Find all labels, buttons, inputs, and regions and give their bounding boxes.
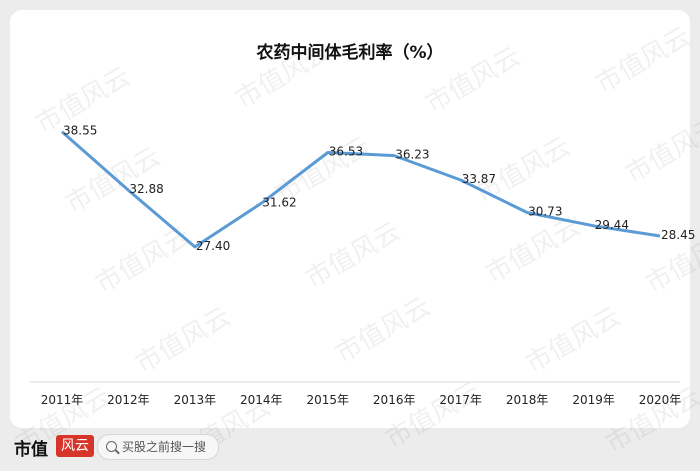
brand-logo-badge: 风云 xyxy=(56,435,94,457)
chart-title: 农药中间体毛利率（%） xyxy=(256,43,444,63)
x-tick-label: 2016年 xyxy=(373,393,416,407)
data-label: 27.40 xyxy=(196,239,230,253)
data-label: 33.87 xyxy=(462,172,496,186)
data-label: 31.62 xyxy=(262,195,296,209)
x-tick-label: 2011年 xyxy=(41,393,84,407)
x-tick-label: 2014年 xyxy=(240,393,283,407)
data-label: 29.44 xyxy=(595,218,629,232)
data-label: 36.23 xyxy=(395,148,429,162)
x-tick-label: 2015年 xyxy=(307,393,350,407)
data-label: 28.45 xyxy=(661,228,695,242)
x-tick-label: 2020年 xyxy=(639,393,682,407)
data-label: 36.53 xyxy=(329,145,363,159)
x-tick-label: 2012年 xyxy=(107,393,150,407)
x-tick-label: 2017年 xyxy=(439,393,482,407)
brand-logo-text: 市值 xyxy=(14,440,48,460)
series-line xyxy=(61,130,661,249)
search-box[interactable]: 买股之前搜一搜 xyxy=(97,434,219,460)
x-tick-label: 2018年 xyxy=(506,393,549,407)
data-label: 32.88 xyxy=(129,182,163,196)
search-placeholder: 买股之前搜一搜 xyxy=(122,440,207,454)
chart-card: 农药中间体毛利率（%） xyxy=(10,10,690,428)
search-icon xyxy=(106,441,117,452)
footer-bar: 市值 风云 买股之前搜一搜 xyxy=(0,428,700,466)
data-label: 38.55 xyxy=(63,124,97,138)
data-label: 30.73 xyxy=(528,205,562,219)
x-tick-label: 2019年 xyxy=(572,393,615,407)
x-tick-label: 2013年 xyxy=(174,393,217,407)
